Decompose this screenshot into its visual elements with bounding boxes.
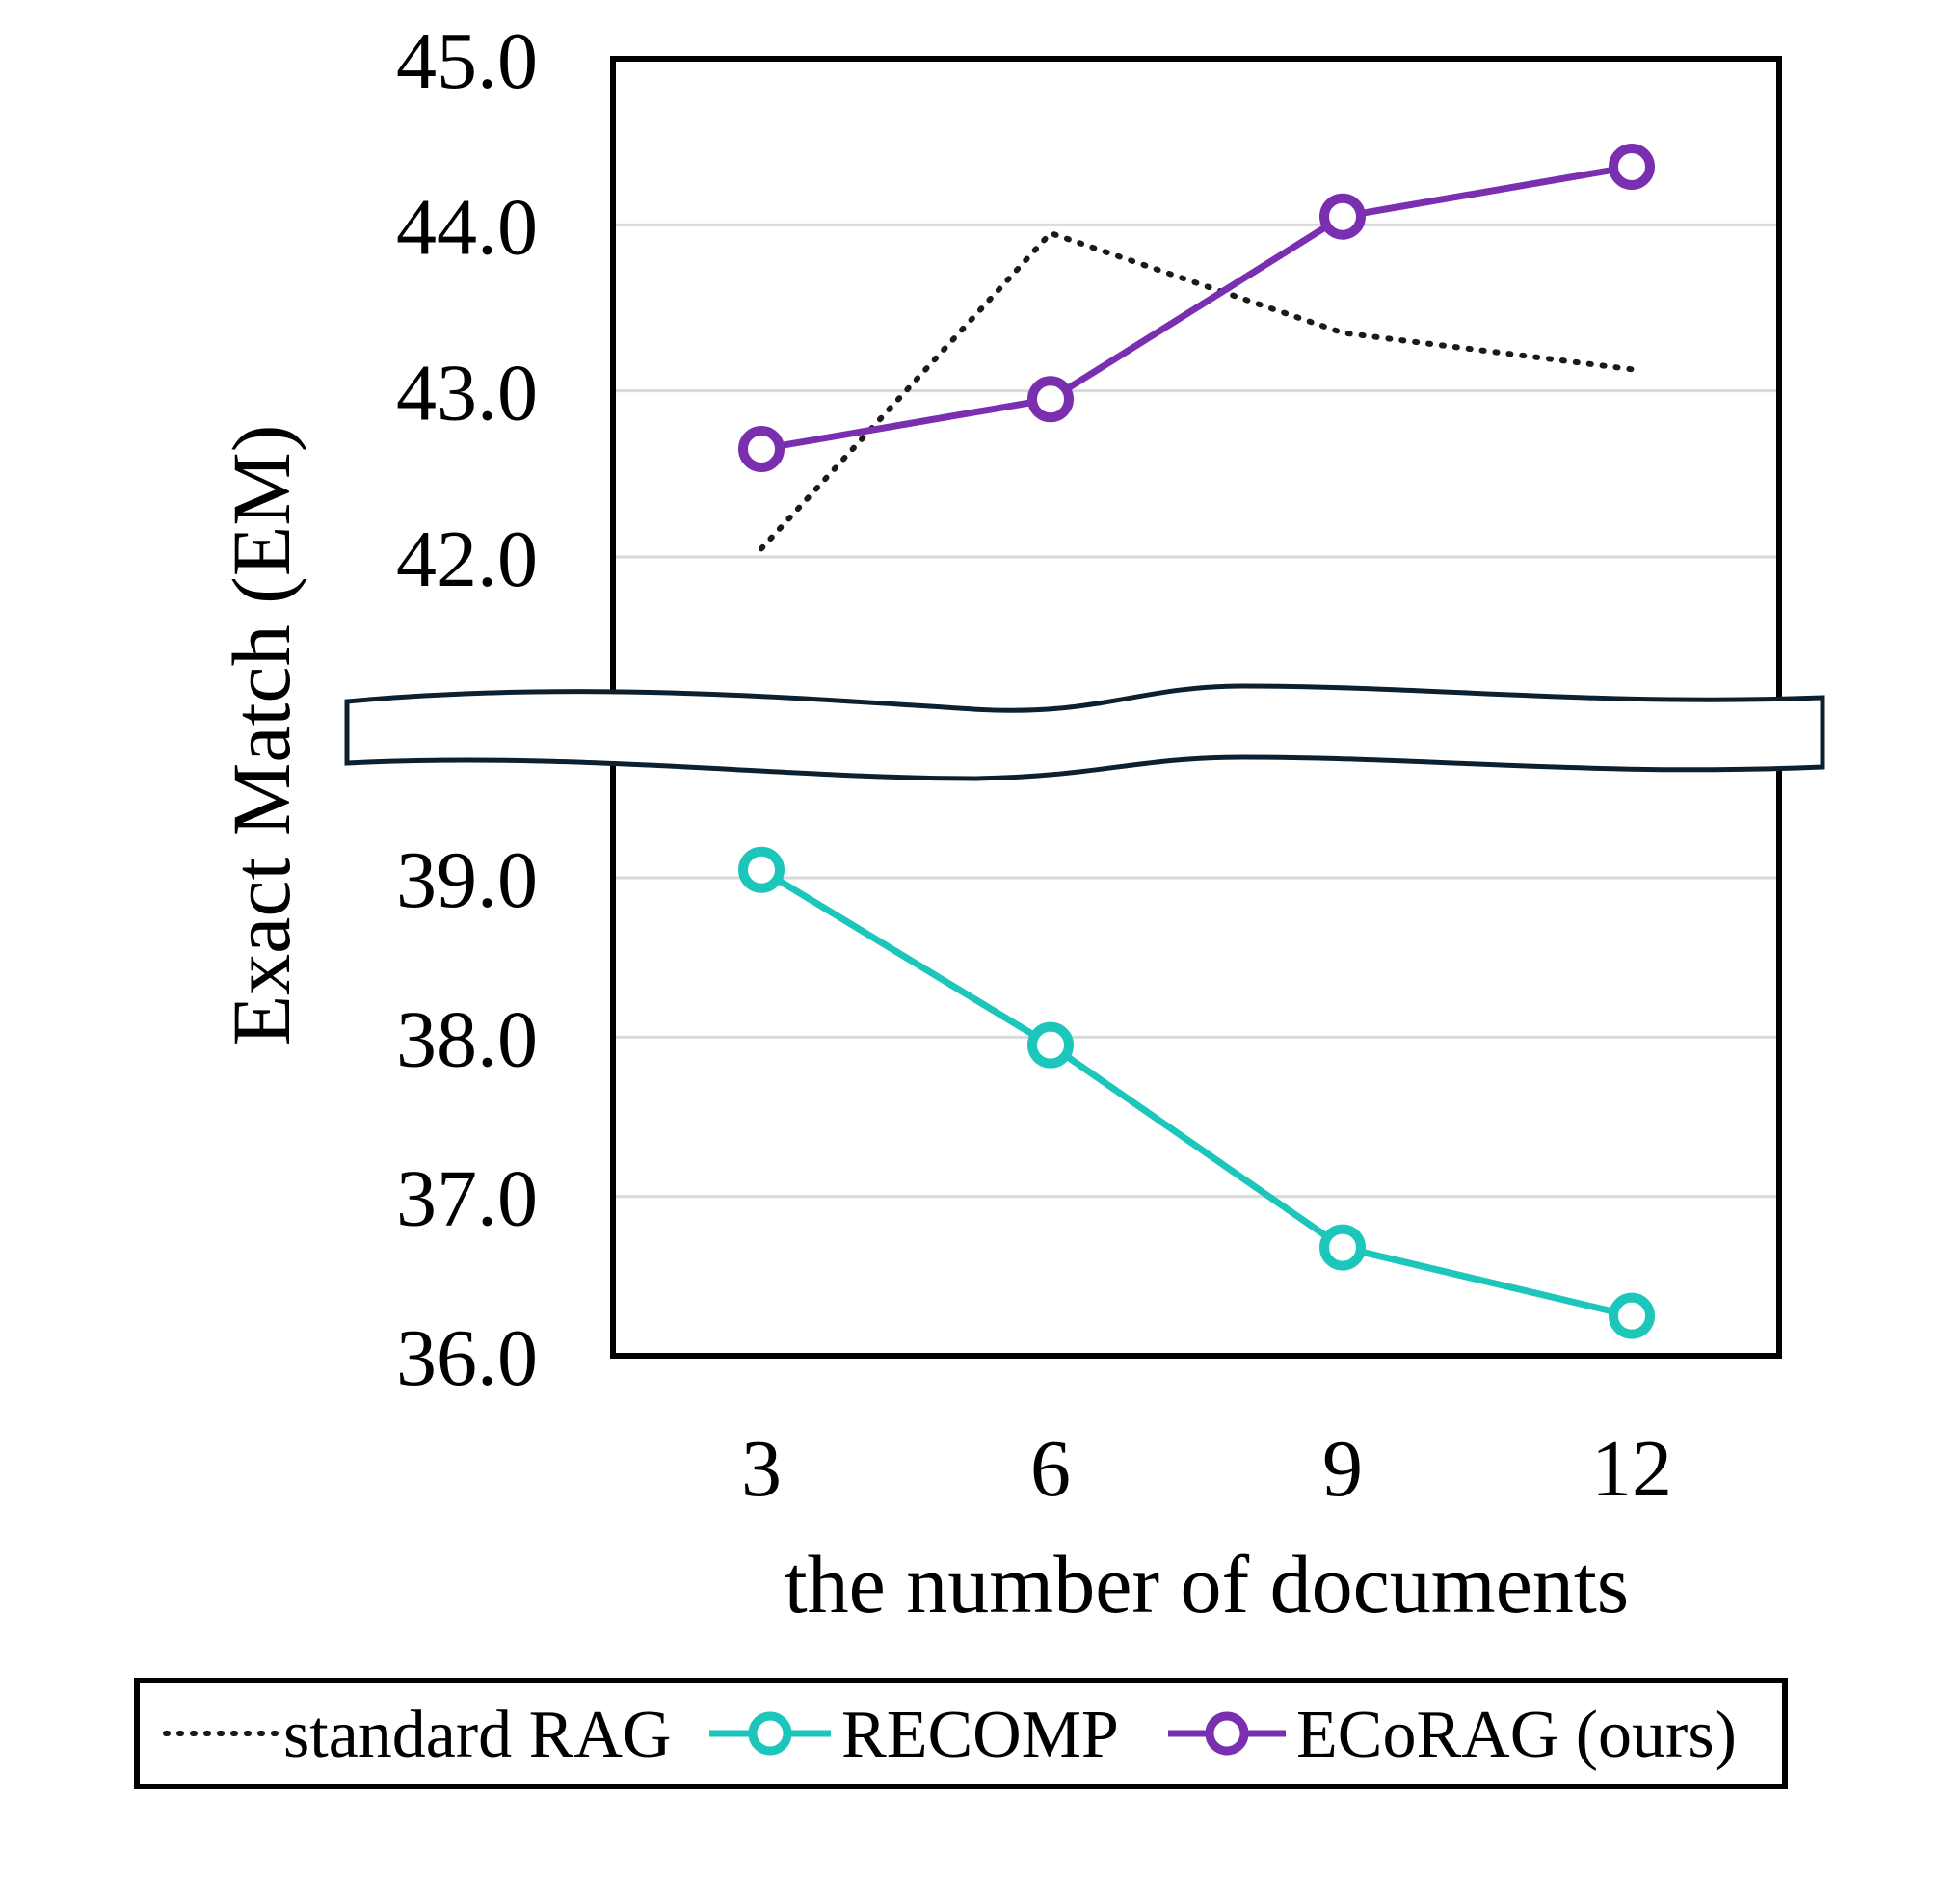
series-line	[759, 229, 1635, 552]
series-line	[759, 866, 1633, 1320]
series-standard-rag	[759, 229, 1635, 552]
x-tick-label: 3	[741, 1424, 782, 1514]
y-tick-label: 38.0	[396, 994, 538, 1084]
y-tick-label: 43.0	[396, 349, 538, 438]
y-tick-label: 37.0	[396, 1154, 538, 1244]
legend-swatch-marker	[1205, 1711, 1249, 1756]
axis-break-symbol	[344, 683, 1825, 781]
y-tick-labels: 42.0 43.0 44.0 45.0 36.0 37.0 38.0 39.0	[396, 16, 538, 1403]
legend-entry: RECOMP	[709, 1698, 1119, 1772]
x-tick-labels: 3 6 9 12	[741, 1424, 1672, 1514]
y-tick-label: 36.0	[396, 1313, 538, 1403]
data-point-marker	[1027, 1021, 1074, 1069]
legend-box	[134, 1678, 1788, 1789]
data-point-marker	[1609, 144, 1655, 191]
x-tick-label: 6	[1030, 1424, 1071, 1514]
data-point-marker	[1027, 376, 1074, 423]
legend-label: ECoRAG (ours)	[1296, 1698, 1737, 1772]
data-point-marker	[738, 425, 785, 472]
gridlines	[613, 223, 1779, 1199]
y-tick-label: 39.0	[396, 835, 538, 925]
data-point-marker	[1319, 1224, 1366, 1271]
series-layer	[738, 144, 1655, 1339]
legend-items: standard RAG RECOMP ECoRAG (ours)	[163, 1698, 1737, 1772]
data-point-marker	[738, 846, 785, 893]
data-point-marker	[1319, 193, 1366, 240]
y-tick-label: 45.0	[396, 16, 538, 106]
y-tick-label: 42.0	[396, 515, 538, 604]
legend: standard RAG RECOMP ECoRAG (ours)	[134, 1678, 1788, 1789]
legend-label: standard RAG	[283, 1698, 671, 1772]
x-tick-label: 9	[1322, 1424, 1363, 1514]
x-axis-label: the number of documents	[785, 1538, 1630, 1630]
legend-entry: standard RAG	[163, 1698, 671, 1772]
x-tick-label: 12	[1591, 1424, 1672, 1514]
series-line	[760, 163, 1633, 453]
legend-label: RECOMP	[841, 1698, 1119, 1772]
series-ecorag-ours	[738, 144, 1655, 472]
legend-entry: ECoRAG (ours)	[1168, 1698, 1737, 1772]
legend-swatch-marker	[748, 1711, 792, 1756]
axis-break-band	[344, 683, 1825, 781]
y-tick-label: 44.0	[396, 182, 538, 272]
y-axis-label: Exact Match (EM)	[215, 425, 307, 1046]
series-recomp	[738, 846, 1655, 1339]
data-point-marker	[1609, 1292, 1655, 1339]
